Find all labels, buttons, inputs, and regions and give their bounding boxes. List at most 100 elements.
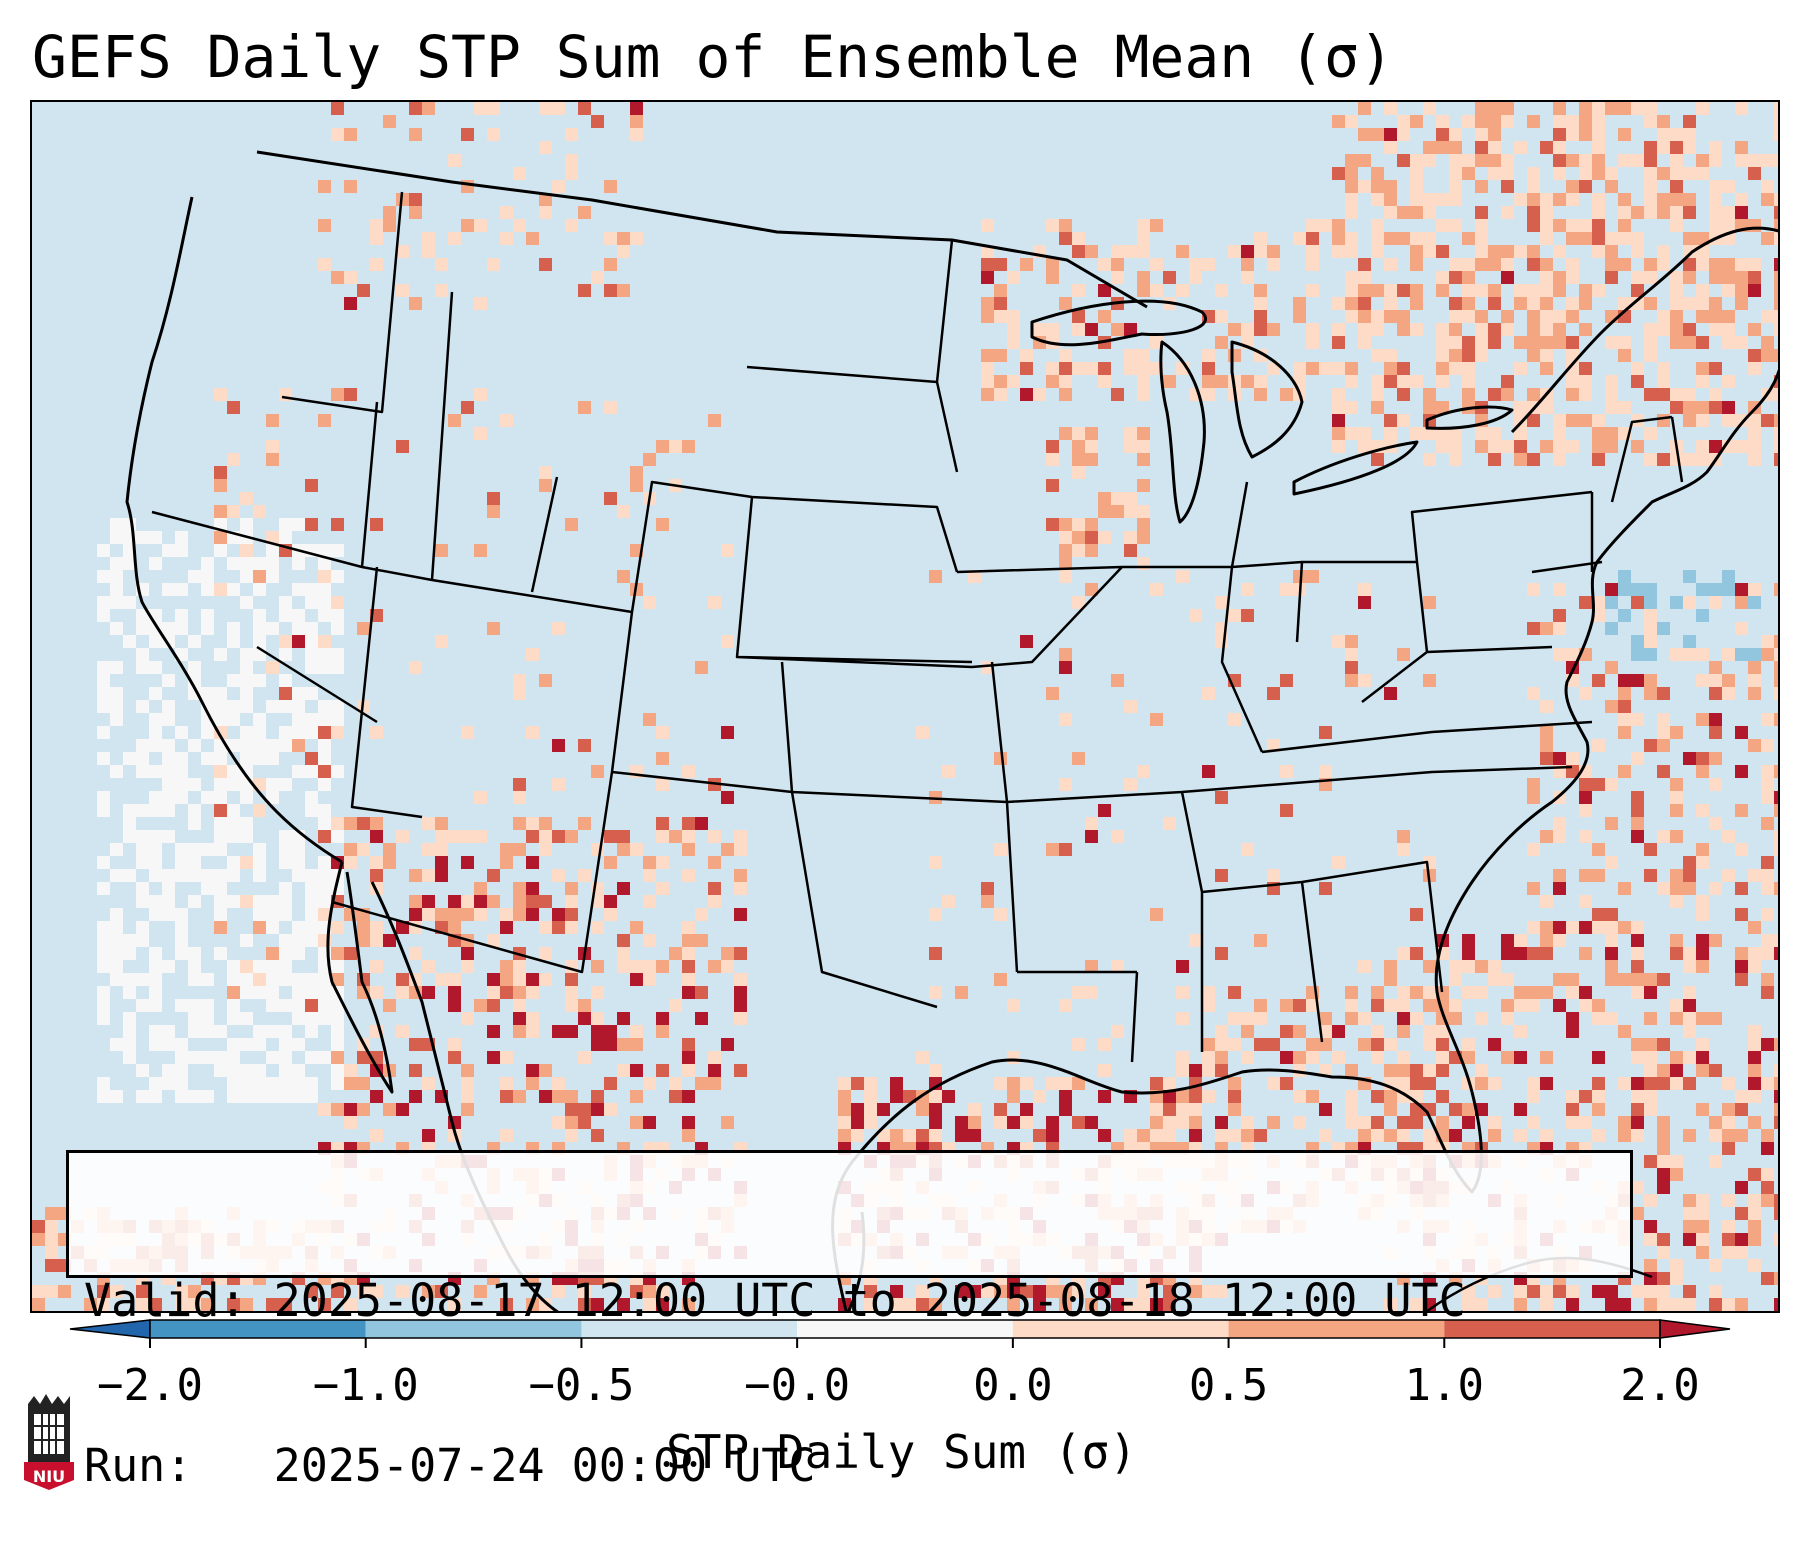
anomaly-cell — [1007, 1051, 1020, 1064]
anomaly-cell — [1592, 674, 1605, 687]
anomaly-cell — [526, 973, 539, 986]
anomaly-cell — [1345, 154, 1358, 167]
anomaly-cell — [318, 895, 331, 908]
anomaly-cell — [578, 401, 591, 414]
anomaly-cell — [513, 895, 526, 908]
anomaly-cell — [1657, 1233, 1670, 1246]
anomaly-cell — [1566, 154, 1579, 167]
anomaly-cell — [1332, 362, 1345, 375]
anomaly-cell — [1072, 232, 1085, 245]
anomaly-cell — [890, 1298, 903, 1311]
anomaly-cell — [1501, 180, 1514, 193]
anomaly-cell — [331, 726, 344, 739]
anomaly-cell — [136, 973, 149, 986]
anomaly-cell — [1059, 388, 1072, 401]
colorbar-tick-label: 0.0 — [973, 1360, 1053, 1411]
anomaly-cell — [1423, 1038, 1436, 1051]
anomaly-cell — [1345, 1090, 1358, 1103]
anomaly-cell — [1735, 102, 1748, 115]
anomaly-cell — [1072, 531, 1085, 544]
anomaly-cell — [1072, 1038, 1085, 1051]
anomaly-cell — [97, 570, 110, 583]
anomaly-cell — [1085, 830, 1098, 843]
anomaly-cell — [1254, 297, 1267, 310]
anomaly-cell — [682, 1298, 695, 1311]
anomaly-cell — [253, 921, 266, 934]
anomaly-cell — [994, 973, 1007, 986]
anomaly-cell — [1462, 310, 1475, 323]
anomaly-cell — [331, 1025, 344, 1038]
anomaly-cell — [1709, 141, 1722, 154]
anomaly-cell — [1683, 414, 1696, 427]
anomaly-cell — [1202, 986, 1215, 999]
anomaly-cell — [1384, 258, 1397, 271]
anomaly-cell — [461, 830, 474, 843]
anomaly-cell — [1644, 596, 1657, 609]
anomaly-cell — [1631, 1090, 1644, 1103]
anomaly-cell — [1358, 674, 1371, 687]
anomaly-cell — [708, 960, 721, 973]
lake-huron — [1230, 340, 1304, 459]
anomaly-cell — [435, 830, 448, 843]
anomaly-cell — [1514, 245, 1527, 258]
anomaly-cell — [110, 843, 123, 856]
anomaly-cell — [1722, 271, 1735, 284]
anomaly-cell — [1631, 1129, 1644, 1142]
anomaly-cell — [1150, 583, 1163, 596]
anomaly-cell — [1423, 388, 1436, 401]
anomaly-cell — [149, 804, 162, 817]
anomaly-cell — [1371, 986, 1384, 999]
anomaly-cell — [1761, 1129, 1774, 1142]
anomaly-cell — [682, 830, 695, 843]
anomaly-cell — [1670, 453, 1683, 466]
anomaly-cell — [136, 804, 149, 817]
anomaly-cell — [500, 986, 513, 999]
anomaly-cell — [1059, 713, 1072, 726]
anomaly-cell — [1683, 1129, 1696, 1142]
anomaly-cell — [136, 882, 149, 895]
anomaly-cell — [1085, 1298, 1098, 1311]
anomaly-cell — [305, 726, 318, 739]
anomaly-cell — [968, 1129, 981, 1142]
anomaly-cell — [1709, 687, 1722, 700]
anomaly-cell — [1150, 219, 1163, 232]
anomaly-cell — [565, 128, 578, 141]
anomaly-cell — [955, 1285, 968, 1298]
anomaly-cell — [318, 648, 331, 661]
anomaly-cell — [1150, 713, 1163, 726]
anomaly-cell — [1410, 427, 1423, 440]
anomaly-cell — [539, 206, 552, 219]
anomaly-cell — [526, 986, 539, 999]
anomaly-cell — [1449, 323, 1462, 336]
anomaly-cell — [1475, 102, 1488, 115]
anomaly-cell — [266, 986, 279, 999]
anomaly-cell — [1540, 752, 1553, 765]
anomaly-cell — [279, 674, 292, 687]
anomaly-cell — [448, 1051, 461, 1064]
anomaly-cell — [1462, 960, 1475, 973]
anomaly-cell — [981, 895, 994, 908]
anomaly-cell — [630, 1116, 643, 1129]
anomaly-cell — [1046, 440, 1059, 453]
anomaly-cell — [318, 882, 331, 895]
anomaly-cell — [981, 271, 994, 284]
anomaly-cell — [669, 999, 682, 1012]
anomaly-cell — [162, 544, 175, 557]
anomaly-cell — [1449, 258, 1462, 271]
anomaly-cell — [1540, 1051, 1553, 1064]
anomaly-cell — [1202, 1285, 1215, 1298]
anomaly-cell — [1540, 219, 1553, 232]
anomaly-cell — [994, 388, 1007, 401]
anomaly-cell — [1553, 817, 1566, 830]
anomaly-cell — [643, 713, 656, 726]
anomaly-cell — [1046, 1129, 1059, 1142]
anomaly-cell — [955, 1116, 968, 1129]
anomaly-cell — [227, 1077, 240, 1090]
anomaly-cell — [721, 1038, 734, 1051]
anomaly-cell — [240, 661, 253, 674]
anomaly-cell — [591, 1038, 604, 1051]
coast-baja — [326, 861, 394, 1094]
anomaly-cell — [136, 752, 149, 765]
anomaly-cell — [1579, 778, 1592, 791]
anomaly-cell — [1670, 401, 1683, 414]
